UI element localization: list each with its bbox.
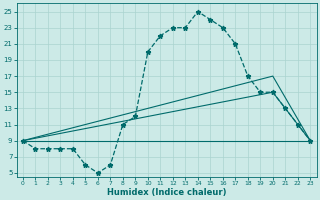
X-axis label: Humidex (Indice chaleur): Humidex (Indice chaleur) — [107, 188, 226, 197]
